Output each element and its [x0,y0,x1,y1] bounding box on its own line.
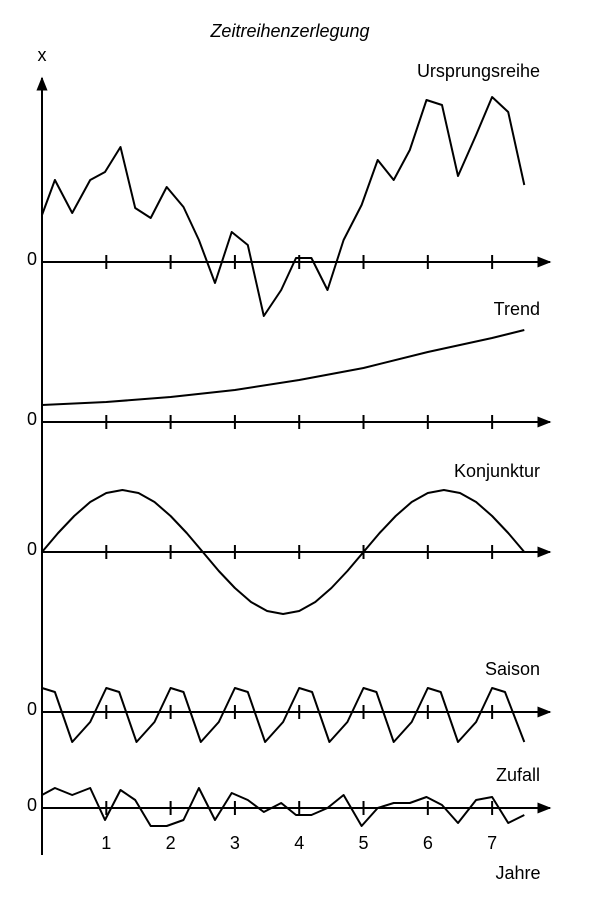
x-tick-label: 2 [166,833,176,853]
series-line [41,687,526,743]
series-line [41,96,526,317]
y-axis-label: x [38,45,47,65]
x-tick-label: 5 [359,833,369,853]
x-tick-label: 4 [294,833,304,853]
x-axis-label: Jahre [495,863,540,883]
y-tick-label: 0 [27,795,37,815]
y-tick-label: 0 [27,249,37,269]
chart-title: Zeitreihenzerlegung [209,21,369,41]
x-tick-label: 1 [101,833,111,853]
series-line [41,787,525,827]
y-tick-label: 0 [27,539,37,559]
y-tick-label: 0 [27,409,37,429]
x-tick-label: 6 [423,833,433,853]
series-label: Zufall [496,765,540,785]
series-label: Konjunktur [454,461,540,481]
series-line [41,329,525,406]
series-label: Trend [494,299,540,319]
x-tick-label: 7 [487,833,497,853]
y-tick-label: 0 [27,699,37,719]
series-line [41,489,526,615]
series-label: Saison [485,659,540,679]
series-label: Ursprungsreihe [417,61,540,81]
x-tick-label: 3 [230,833,240,853]
